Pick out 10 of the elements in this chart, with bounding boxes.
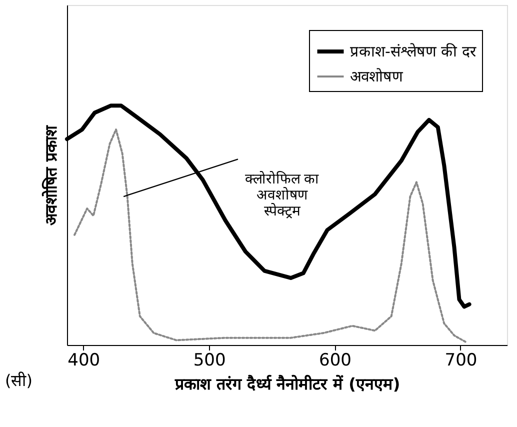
x-tick-label: 400 xyxy=(68,350,100,370)
text: (सी) xyxy=(5,371,32,390)
x-tick-label: 700 xyxy=(444,350,478,370)
legend-label: प्रकाश-संश्लेषण की दर xyxy=(350,42,477,60)
x-tick-label: 500 xyxy=(193,350,226,370)
x-axis-title: प्रकाश तरंग दैर्ध्य नैनोमीटर में (एनएम) xyxy=(174,374,400,394)
annotation: क्लोरोफिल का अवशोषण स्पेक्ट्रम xyxy=(244,170,320,220)
y-axis-title: अवशोषित प्रकाश xyxy=(42,124,60,226)
x-tick-label: 600 xyxy=(319,350,352,370)
legend-label: अवशोषण xyxy=(350,68,404,86)
